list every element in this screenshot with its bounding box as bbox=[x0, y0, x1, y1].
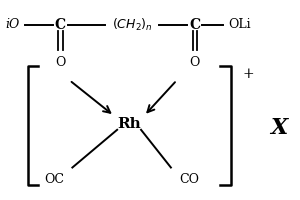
Text: X: X bbox=[270, 117, 287, 139]
Text: C: C bbox=[189, 18, 200, 32]
Text: C: C bbox=[55, 18, 66, 32]
Text: CO: CO bbox=[179, 173, 199, 186]
Text: iO: iO bbox=[5, 18, 20, 31]
Text: $(CH_2)_n$: $(CH_2)_n$ bbox=[112, 16, 152, 33]
Text: OC: OC bbox=[44, 173, 64, 186]
Text: OLi: OLi bbox=[228, 18, 251, 31]
Text: O: O bbox=[190, 56, 200, 69]
Text: +: + bbox=[243, 67, 254, 81]
Text: O: O bbox=[55, 56, 66, 69]
Text: Rh: Rh bbox=[117, 117, 141, 131]
